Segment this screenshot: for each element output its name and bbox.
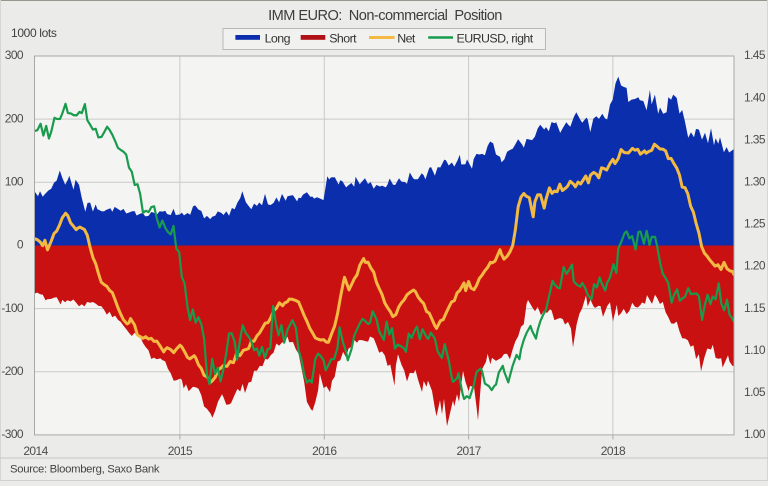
svg-text:0: 0 (17, 238, 24, 252)
svg-text:2018: 2018 (601, 444, 626, 458)
svg-text:2014: 2014 (23, 444, 48, 458)
svg-text:1.45: 1.45 (744, 48, 766, 62)
svg-text:IMM EURO: Non-commercial Pos: IMM EURO: Non-commercial Position (268, 8, 502, 24)
svg-text:-200: -200 (1, 364, 24, 378)
svg-text:Source: Bloomberg, Saxo Bank: Source: Bloomberg, Saxo Bank (10, 464, 160, 476)
svg-text:1.00: 1.00 (744, 427, 766, 441)
svg-text:1000 lots: 1000 lots (11, 26, 57, 40)
svg-text:1.35: 1.35 (744, 132, 766, 146)
svg-text:1.40: 1.40 (744, 90, 766, 104)
svg-text:Net: Net (397, 31, 416, 45)
svg-text:300: 300 (5, 48, 24, 62)
svg-text:2017: 2017 (456, 444, 481, 458)
svg-text:Long: Long (265, 31, 291, 45)
svg-text:1.10: 1.10 (744, 343, 766, 357)
svg-text:200: 200 (5, 111, 24, 125)
svg-text:1.05: 1.05 (744, 385, 766, 399)
svg-text:-300: -300 (1, 427, 24, 441)
svg-text:1.30: 1.30 (744, 175, 766, 189)
svg-text:-100: -100 (1, 301, 24, 315)
svg-text:2016: 2016 (312, 444, 337, 458)
svg-text:Short: Short (329, 31, 357, 45)
svg-text:1.20: 1.20 (744, 259, 766, 273)
svg-text:2015: 2015 (168, 444, 193, 458)
svg-text:EURUSD, right: EURUSD, right (457, 31, 534, 45)
svg-text:100: 100 (5, 175, 24, 189)
svg-text:1.25: 1.25 (744, 217, 766, 231)
svg-text:1.15: 1.15 (744, 301, 766, 315)
